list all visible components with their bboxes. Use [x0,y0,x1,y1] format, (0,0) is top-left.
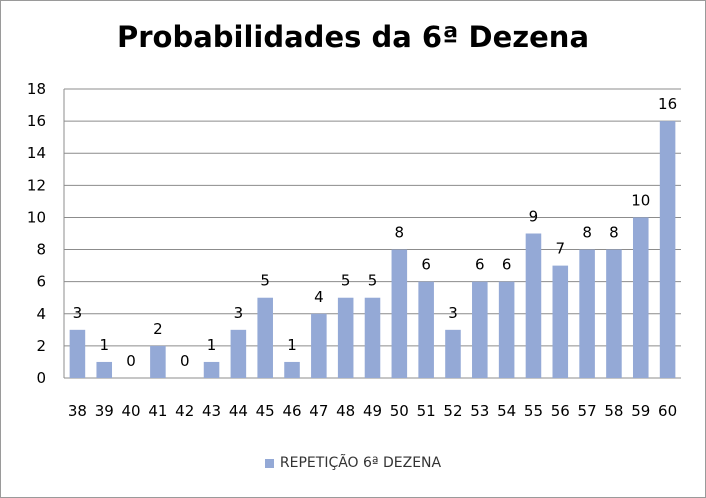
x-tick-label: 60 [658,402,677,420]
y-tick-label: 10 [27,208,46,226]
bar [69,329,86,378]
chart-title: Probabilidades da 6ª Dezena [116,20,590,54]
bar [659,121,676,378]
data-label: 6 [421,256,431,274]
x-tick-label: 55 [524,402,543,420]
x-tick-label: 49 [363,402,382,420]
data-label: 0 [126,352,136,370]
x-tick-label: 40 [122,402,141,420]
y-tick-label: 8 [36,241,46,259]
data-label: 5 [368,272,378,290]
legend-swatch [264,458,274,468]
bar [606,249,622,378]
legend-label: REPETIÇÃO 6ª DEZENA [279,455,442,471]
data-label: 4 [314,288,324,306]
bar [552,265,569,378]
x-tick-label: 58 [604,402,623,420]
x-tick-label: 43 [202,402,221,420]
bar [257,297,273,378]
y-tick-label: 18 [27,80,46,98]
y-tick-label: 16 [27,112,46,130]
x-tick-label: 56 [551,402,570,420]
y-tick-label: 6 [36,273,46,291]
x-tick-label: 46 [282,402,301,420]
x-tick-label: 52 [443,402,462,420]
data-label: 3 [234,304,244,322]
y-tick-label: 12 [27,176,46,194]
x-tick-label: 45 [256,402,275,420]
bar [498,281,515,378]
y-tick-label: 0 [36,369,46,387]
data-label: 5 [260,272,270,290]
data-label: 6 [475,256,485,274]
x-tick-label: 59 [631,402,650,420]
legend: REPETIÇÃO 6ª DEZENA [0,455,706,471]
bar [579,249,595,378]
data-label: 0 [180,352,190,370]
bar [418,281,434,378]
y-tick-label: 4 [36,305,46,323]
bar [150,345,166,378]
bar [230,329,247,378]
x-tick-label: 50 [390,402,409,420]
x-tick-label: 41 [148,402,167,420]
data-label: 10 [631,191,650,209]
bar [445,329,461,378]
bar [203,361,220,378]
bar [284,361,300,378]
data-label: 8 [609,224,619,242]
bar [632,217,649,378]
data-label: 1 [207,336,217,354]
bar [525,233,542,378]
data-label: 6 [502,256,512,274]
bar [364,297,381,378]
data-label: 1 [99,336,109,354]
bar [96,361,113,378]
x-tick-label: 51 [417,402,436,420]
x-tick-label: 44 [229,402,248,420]
x-tick-label: 54 [497,402,516,420]
x-tick-label: 42 [175,402,194,420]
data-label: 3 [73,304,83,322]
y-tick-label: 14 [27,144,46,162]
bar [311,313,327,378]
data-label: 3 [448,304,458,322]
x-tick-label: 39 [95,402,114,420]
x-tick-label: 38 [68,402,87,420]
x-tick-label: 48 [336,402,355,420]
bar [337,297,354,378]
data-label: 1 [287,336,297,354]
data-label: 9 [529,208,539,226]
bar [472,281,488,378]
data-label: 5 [341,272,351,290]
data-label: 16 [658,95,677,113]
y-tick-label: 2 [36,337,46,355]
x-tick-label: 47 [309,402,328,420]
data-label: 8 [395,224,405,242]
x-tick-label: 57 [578,402,597,420]
x-tick-label: 53 [470,402,489,420]
data-label: 8 [582,224,592,242]
bar [391,249,408,378]
data-label: 2 [153,320,163,338]
data-label: 7 [556,240,566,258]
